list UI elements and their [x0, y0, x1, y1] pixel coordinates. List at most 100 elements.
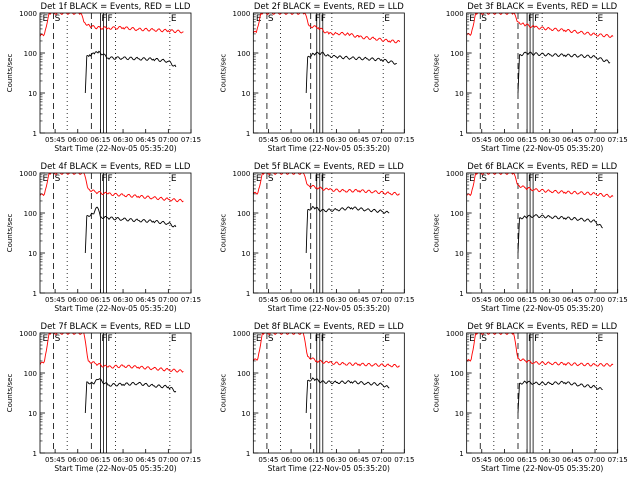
- chart-title: Det 4f BLACK = Events, RED = LLD: [41, 162, 191, 172]
- x-tick-label: 07:15: [181, 296, 201, 304]
- series-line: [466, 13, 614, 39]
- event-marker: E: [43, 174, 49, 184]
- x-tick-label: 07:00: [585, 456, 605, 464]
- x-tick-label: 06:00: [68, 136, 88, 144]
- x-tick-label: 07:15: [608, 456, 628, 464]
- event-marker: E: [598, 174, 604, 184]
- x-axis-label: Start Time (22-Nov-05 05:35:20): [481, 144, 603, 153]
- y-tick-label: 1: [459, 290, 463, 298]
- x-tick-label: 05:45: [258, 296, 278, 304]
- y-tick-label: 1000: [446, 10, 464, 18]
- event-marker: F: [107, 334, 112, 344]
- y-axis-label: Counts/sec: [433, 374, 441, 413]
- event-marker: F: [107, 14, 112, 24]
- x-axis-label: Start Time (22-Nov-05 05:35:20): [268, 304, 390, 313]
- series-line: [305, 205, 390, 254]
- x-tick-label: 06:15: [90, 136, 110, 144]
- chart-panel-8: Det 8f BLACK = Events, RED = LLD Counts/s…: [219, 322, 414, 473]
- event-marker: S: [55, 334, 61, 344]
- event-marker: E: [598, 14, 604, 24]
- y-tick-label: 1: [246, 130, 250, 138]
- x-tick-label: 07:15: [181, 136, 201, 144]
- y-tick-label: 1000: [19, 10, 37, 18]
- event-marker: S: [481, 174, 487, 184]
- x-tick-label: 06:00: [281, 456, 301, 464]
- series-line: [466, 333, 614, 367]
- x-tick-label: 07:15: [181, 456, 201, 464]
- plot-frame: [39, 172, 192, 294]
- y-tick-label: 10: [455, 90, 464, 98]
- event-marker: F: [321, 174, 326, 184]
- chart-panel-2: Det 2f BLACK = Events, RED = LLD Counts/s…: [219, 2, 414, 153]
- plot-frame: [252, 332, 405, 454]
- y-tick-label: 1000: [446, 170, 464, 178]
- chart-title: Det 6f BLACK = Events, RED = LLD: [467, 162, 617, 172]
- y-tick-label: 1: [459, 130, 463, 138]
- x-tick-label: 06:45: [136, 456, 156, 464]
- y-tick-label: 10: [241, 90, 250, 98]
- event-marker: E: [598, 334, 604, 344]
- x-axis-label: Start Time (22-Nov-05 05:35:20): [481, 464, 603, 473]
- event-marker: S: [268, 174, 274, 184]
- y-tick-label: 100: [24, 370, 37, 378]
- y-tick-label: 1: [246, 290, 250, 298]
- x-tick-label: 06:45: [349, 456, 369, 464]
- y-tick-label: 100: [237, 50, 250, 58]
- event-marker: F: [101, 334, 106, 344]
- x-tick-label: 07:15: [394, 296, 414, 304]
- plot-frame: [39, 12, 192, 134]
- series-line: [517, 380, 603, 414]
- chart-panel-7: Det 7f BLACK = Events, RED = LLD Counts/s…: [6, 322, 201, 473]
- x-tick-label: 06:15: [304, 296, 324, 304]
- y-tick-label: 100: [237, 370, 250, 378]
- x-axis-label: Start Time (22-Nov-05 05:35:20): [268, 144, 390, 153]
- event-marker: S: [55, 14, 61, 24]
- event-marker: E: [171, 174, 177, 184]
- x-tick-label: 06:30: [113, 136, 133, 144]
- event-marker: S: [481, 334, 487, 344]
- chart-title: Det 5f BLACK = Events, RED = LLD: [254, 162, 404, 172]
- y-axis-label: Counts/sec: [6, 54, 14, 93]
- y-tick-label: 1: [33, 290, 37, 298]
- event-marker: F: [534, 174, 539, 184]
- event-marker: F: [321, 14, 326, 24]
- series-line: [253, 173, 400, 196]
- x-tick-label: 06:30: [540, 136, 560, 144]
- y-axis-label: Counts/sec: [219, 54, 227, 93]
- chart-panel-6: Det 6f BLACK = Events, RED = LLD Counts/s…: [433, 162, 628, 313]
- event-marker: S: [55, 174, 61, 184]
- y-axis-label: Counts/sec: [433, 54, 441, 93]
- series-line: [253, 13, 401, 44]
- series-line: [84, 50, 177, 94]
- x-tick-label: 06:30: [540, 456, 560, 464]
- x-tick-label: 07:00: [372, 136, 392, 144]
- chart-title: Det 2f BLACK = Events, RED = LLD: [254, 2, 404, 12]
- event-marker: F: [528, 334, 533, 344]
- x-tick-label: 05:45: [45, 456, 65, 464]
- x-tick-label: 06:00: [494, 296, 514, 304]
- chart-panel-9: Det 9f BLACK = Events, RED = LLD Counts/s…: [433, 322, 628, 473]
- x-tick-label: 07:00: [372, 456, 392, 464]
- x-tick-label: 07:15: [394, 456, 414, 464]
- y-tick-label: 1: [246, 450, 250, 458]
- event-marker: F: [528, 174, 533, 184]
- event-marker: F: [315, 174, 320, 184]
- chart-panel-1: Det 1f BLACK = Events, RED = LLD Counts/s…: [6, 2, 201, 153]
- x-tick-label: 06:15: [517, 296, 537, 304]
- event-marker: E: [384, 14, 390, 24]
- x-axis-label: Start Time (22-Nov-05 05:35:20): [481, 304, 603, 313]
- x-tick-label: 06:30: [326, 136, 346, 144]
- y-tick-label: 100: [237, 210, 250, 218]
- x-tick-label: 05:45: [472, 456, 492, 464]
- y-tick-label: 1000: [19, 170, 37, 178]
- event-marker: F: [101, 174, 106, 184]
- series-line: [517, 214, 603, 254]
- x-tick-label: 05:45: [472, 136, 492, 144]
- y-tick-label: 100: [450, 370, 463, 378]
- y-tick-label: 1000: [233, 170, 251, 178]
- x-tick-label: 06:15: [90, 456, 110, 464]
- x-axis-label: Start Time (22-Nov-05 05:35:20): [54, 304, 176, 313]
- event-marker: E: [469, 14, 475, 24]
- event-marker: E: [171, 334, 177, 344]
